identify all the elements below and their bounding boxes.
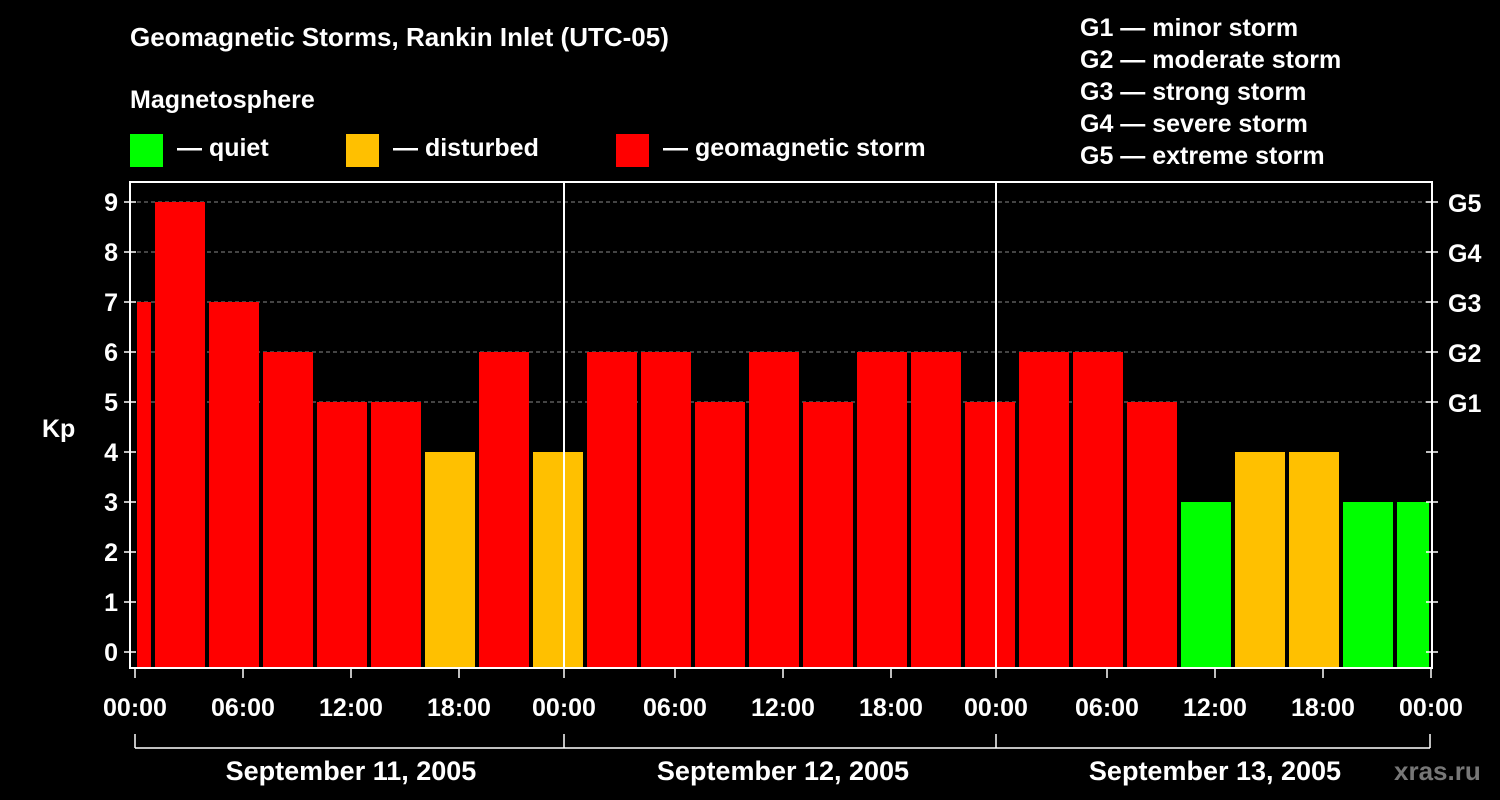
y-tick-label: 3: [104, 489, 118, 517]
bar-disturbed: [533, 452, 583, 668]
legend-swatch-quiet: [130, 134, 163, 167]
legend-heading: Magnetosphere: [130, 86, 315, 114]
bar-storm: [1019, 352, 1069, 668]
g-tick-label: G3: [1448, 290, 1481, 318]
g-level-3: G3 — strong storm: [1080, 78, 1307, 106]
bar-disturbed: [1235, 452, 1285, 668]
bar-disturbed: [425, 452, 475, 668]
bar-storm: [137, 302, 151, 668]
y-tick-label: 0: [104, 639, 118, 667]
bar-storm: [209, 302, 259, 668]
watermark: xras.ru: [1394, 756, 1481, 786]
x-tick-label: 06:00: [643, 694, 707, 722]
x-tick-label: 00:00: [103, 694, 167, 722]
y-tick-label: 1: [104, 589, 118, 617]
bar-storm: [965, 402, 1015, 668]
bar-storm: [263, 352, 313, 668]
bar-quiet: [1343, 502, 1393, 668]
bar-storm: [371, 402, 421, 668]
bar-storm: [641, 352, 691, 668]
day-label: September 11, 2005: [226, 756, 477, 786]
bar-quiet: [1181, 502, 1231, 668]
x-tick-label: 12:00: [1183, 694, 1247, 722]
g-tick-label: G1: [1448, 390, 1481, 418]
legend-label-storm: — geomagnetic storm: [663, 134, 926, 162]
x-tick-label: 06:00: [1075, 694, 1139, 722]
bar-storm: [479, 352, 529, 668]
bar-storm: [1073, 352, 1123, 668]
x-tick-label: 12:00: [751, 694, 815, 722]
bar-storm: [317, 402, 367, 668]
x-tick-label: 00:00: [1399, 694, 1463, 722]
x-tick-label: 18:00: [1291, 694, 1355, 722]
bar-storm: [911, 352, 961, 668]
y-tick-label: 9: [104, 189, 118, 217]
y-tick-label: 2: [104, 539, 118, 567]
y-tick-label: 7: [104, 289, 118, 317]
bar-storm: [803, 402, 853, 668]
y-tick-label: 8: [104, 239, 118, 267]
x-tick-label: 00:00: [532, 694, 596, 722]
day-label: September 12, 2005: [657, 756, 909, 786]
bar-storm: [749, 352, 799, 668]
g-tick-label: G5: [1448, 190, 1481, 218]
y-tick-label: 6: [104, 339, 118, 367]
bar-disturbed: [1289, 452, 1339, 668]
g-tick-label: G2: [1448, 340, 1481, 368]
bar-storm: [857, 352, 907, 668]
legend-label-disturbed: — disturbed: [393, 134, 539, 162]
bar-storm: [1127, 402, 1177, 668]
y-axis-label: Kp: [42, 415, 75, 443]
y-tick-label: 4: [104, 439, 118, 467]
bar-storm: [155, 202, 205, 668]
legend-swatch-disturbed: [346, 134, 379, 167]
g-level-5: G5 — extreme storm: [1080, 142, 1325, 170]
bar-storm: [587, 352, 637, 668]
chart-title: Geomagnetic Storms, Rankin Inlet (UTC-05…: [130, 22, 669, 52]
x-tick-label: 18:00: [427, 694, 491, 722]
x-tick-label: 12:00: [319, 694, 383, 722]
x-tick-label: 06:00: [211, 694, 275, 722]
y-tick-label: 5: [104, 389, 118, 417]
g-tick-label: G4: [1448, 240, 1481, 268]
legend-swatch-storm: [616, 134, 649, 167]
plot-frame: [129, 181, 1433, 669]
legend-label-quiet: — quiet: [177, 134, 269, 162]
g-level-1: G1 — minor storm: [1080, 14, 1299, 42]
x-tick-label: 00:00: [964, 694, 1028, 722]
day-label: September 13, 2005: [1089, 756, 1341, 786]
g-level-4: G4 — severe storm: [1080, 110, 1308, 138]
g-level-2: G2 — moderate storm: [1080, 46, 1342, 74]
bar-quiet: [1397, 502, 1429, 668]
bar-storm: [695, 402, 745, 668]
x-tick-label: 18:00: [859, 694, 923, 722]
